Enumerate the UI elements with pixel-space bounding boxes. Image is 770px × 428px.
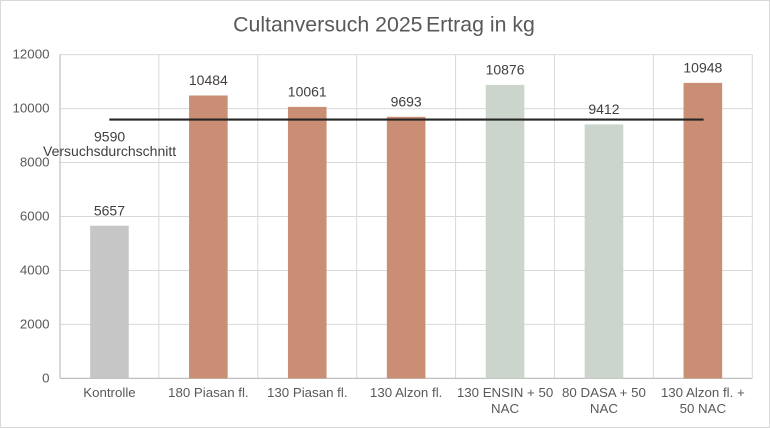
svg-text:NAC: NAC: [590, 401, 618, 416]
svg-text:6000: 6000: [20, 208, 50, 223]
svg-text:Kontrolle: Kontrolle: [83, 385, 135, 400]
svg-text:130 Alzon fl. +: 130 Alzon fl. +: [661, 385, 745, 400]
svg-text:50 NAC: 50 NAC: [680, 401, 727, 416]
svg-text:180 Piasan fl.: 180 Piasan fl.: [168, 385, 249, 400]
svg-text:2000: 2000: [20, 316, 50, 331]
svg-text:130 ENSIN + 50: 130 ENSIN + 50: [457, 385, 553, 400]
svg-text:4000: 4000: [20, 262, 50, 277]
svg-text:10948: 10948: [683, 60, 722, 76]
svg-text:12000: 12000: [13, 47, 50, 62]
svg-text:10000: 10000: [13, 101, 50, 116]
svg-text:10484: 10484: [189, 72, 228, 88]
svg-text:9412: 9412: [588, 101, 619, 117]
svg-text:130 Piasan fl.: 130 Piasan fl.: [267, 385, 348, 400]
svg-text:9693: 9693: [391, 94, 422, 110]
svg-text:80 DASA + 50: 80 DASA + 50: [562, 385, 646, 400]
svg-text:Cultanversuch 2025 Ertrag in k: Cultanversuch 2025 Ertrag in kg: [233, 12, 535, 36]
svg-text:5657: 5657: [94, 203, 125, 219]
svg-text:10061: 10061: [288, 84, 327, 100]
svg-text:9590: 9590: [94, 129, 125, 145]
svg-text:8000: 8000: [20, 154, 50, 169]
svg-text:0: 0: [42, 370, 49, 385]
svg-text:NAC: NAC: [491, 401, 519, 416]
svg-text:10876: 10876: [486, 62, 525, 78]
svg-text:Versuchsdurchschnitt: Versuchsdurchschnitt: [43, 143, 176, 159]
svg-text:130 Alzon fl.: 130 Alzon fl.: [370, 385, 442, 400]
